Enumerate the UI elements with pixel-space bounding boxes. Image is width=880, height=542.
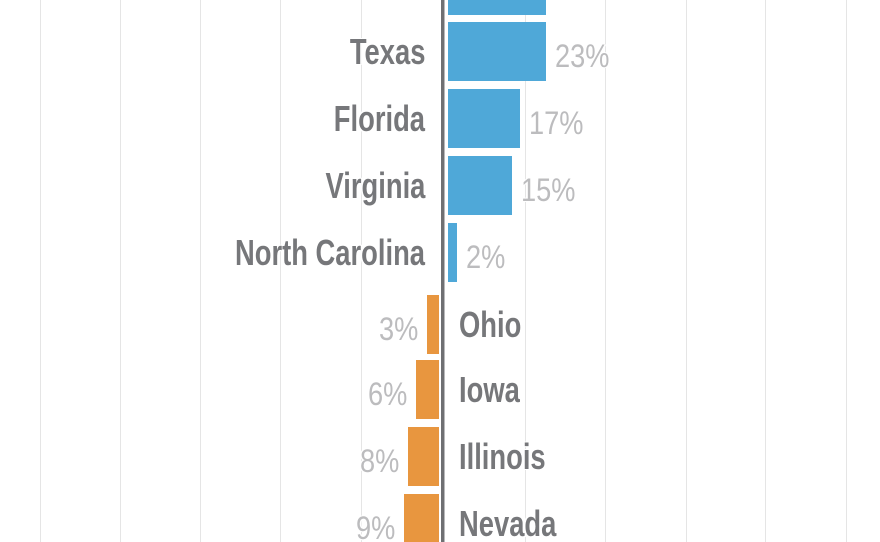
chart-row-nevada: Nevada 9% <box>0 494 880 542</box>
state-label-ohio: Ohio <box>459 303 522 345</box>
chart-row-ohio: Ohio 3% <box>0 295 880 354</box>
chart-row-north-carolina: North Carolina 2% <box>0 223 880 282</box>
bar-florida <box>448 89 520 148</box>
value-label-iowa: 6% <box>367 375 407 412</box>
gridline <box>120 0 121 542</box>
bar-texas <box>448 22 546 81</box>
bar-illinois <box>408 427 439 486</box>
state-label-virginia: Virginia <box>325 164 425 206</box>
value-label-ohio: 3% <box>378 310 418 347</box>
state-label-north-carolina: North Carolina <box>234 231 425 273</box>
bar-iowa <box>416 360 439 419</box>
gridline <box>40 0 41 542</box>
bar-virginia <box>448 156 512 215</box>
gridline <box>280 0 281 542</box>
state-label-iowa: Iowa <box>459 368 520 410</box>
value-label-virginia: 15% <box>521 171 576 208</box>
state-label-nevada: Nevada <box>459 502 557 542</box>
gridline <box>361 0 362 542</box>
bar-nevada <box>404 494 439 542</box>
value-label-north-carolina: 2% <box>466 238 506 275</box>
state-label-florida: Florida <box>333 97 425 139</box>
bar-partial-top <box>448 0 546 15</box>
chart-row-illinois: Illinois 8% <box>0 427 880 486</box>
gridline <box>200 0 201 542</box>
axis-baseline <box>441 0 445 542</box>
bar-ohio <box>427 295 439 354</box>
state-label-texas: Texas <box>349 30 425 72</box>
value-label-nevada: 9% <box>355 509 395 542</box>
chart-row-virginia: Virginia 15% <box>0 156 880 215</box>
chart-row-florida: Florida 17% <box>0 89 880 148</box>
gridline <box>846 0 847 542</box>
value-label-texas: 23% <box>555 37 610 74</box>
value-label-illinois: 8% <box>359 442 399 479</box>
value-label-florida: 17% <box>529 104 584 141</box>
bar-north-carolina <box>448 223 457 282</box>
chart-row-texas: Texas 23% <box>0 22 880 81</box>
chart-row-partial-top <box>0 0 880 15</box>
gridline <box>686 0 687 542</box>
gridline <box>525 0 526 542</box>
gridline <box>605 0 606 542</box>
gridline <box>765 0 766 542</box>
state-label-illinois: Illinois <box>459 435 546 477</box>
chart-row-iowa: Iowa 6% <box>0 360 880 419</box>
